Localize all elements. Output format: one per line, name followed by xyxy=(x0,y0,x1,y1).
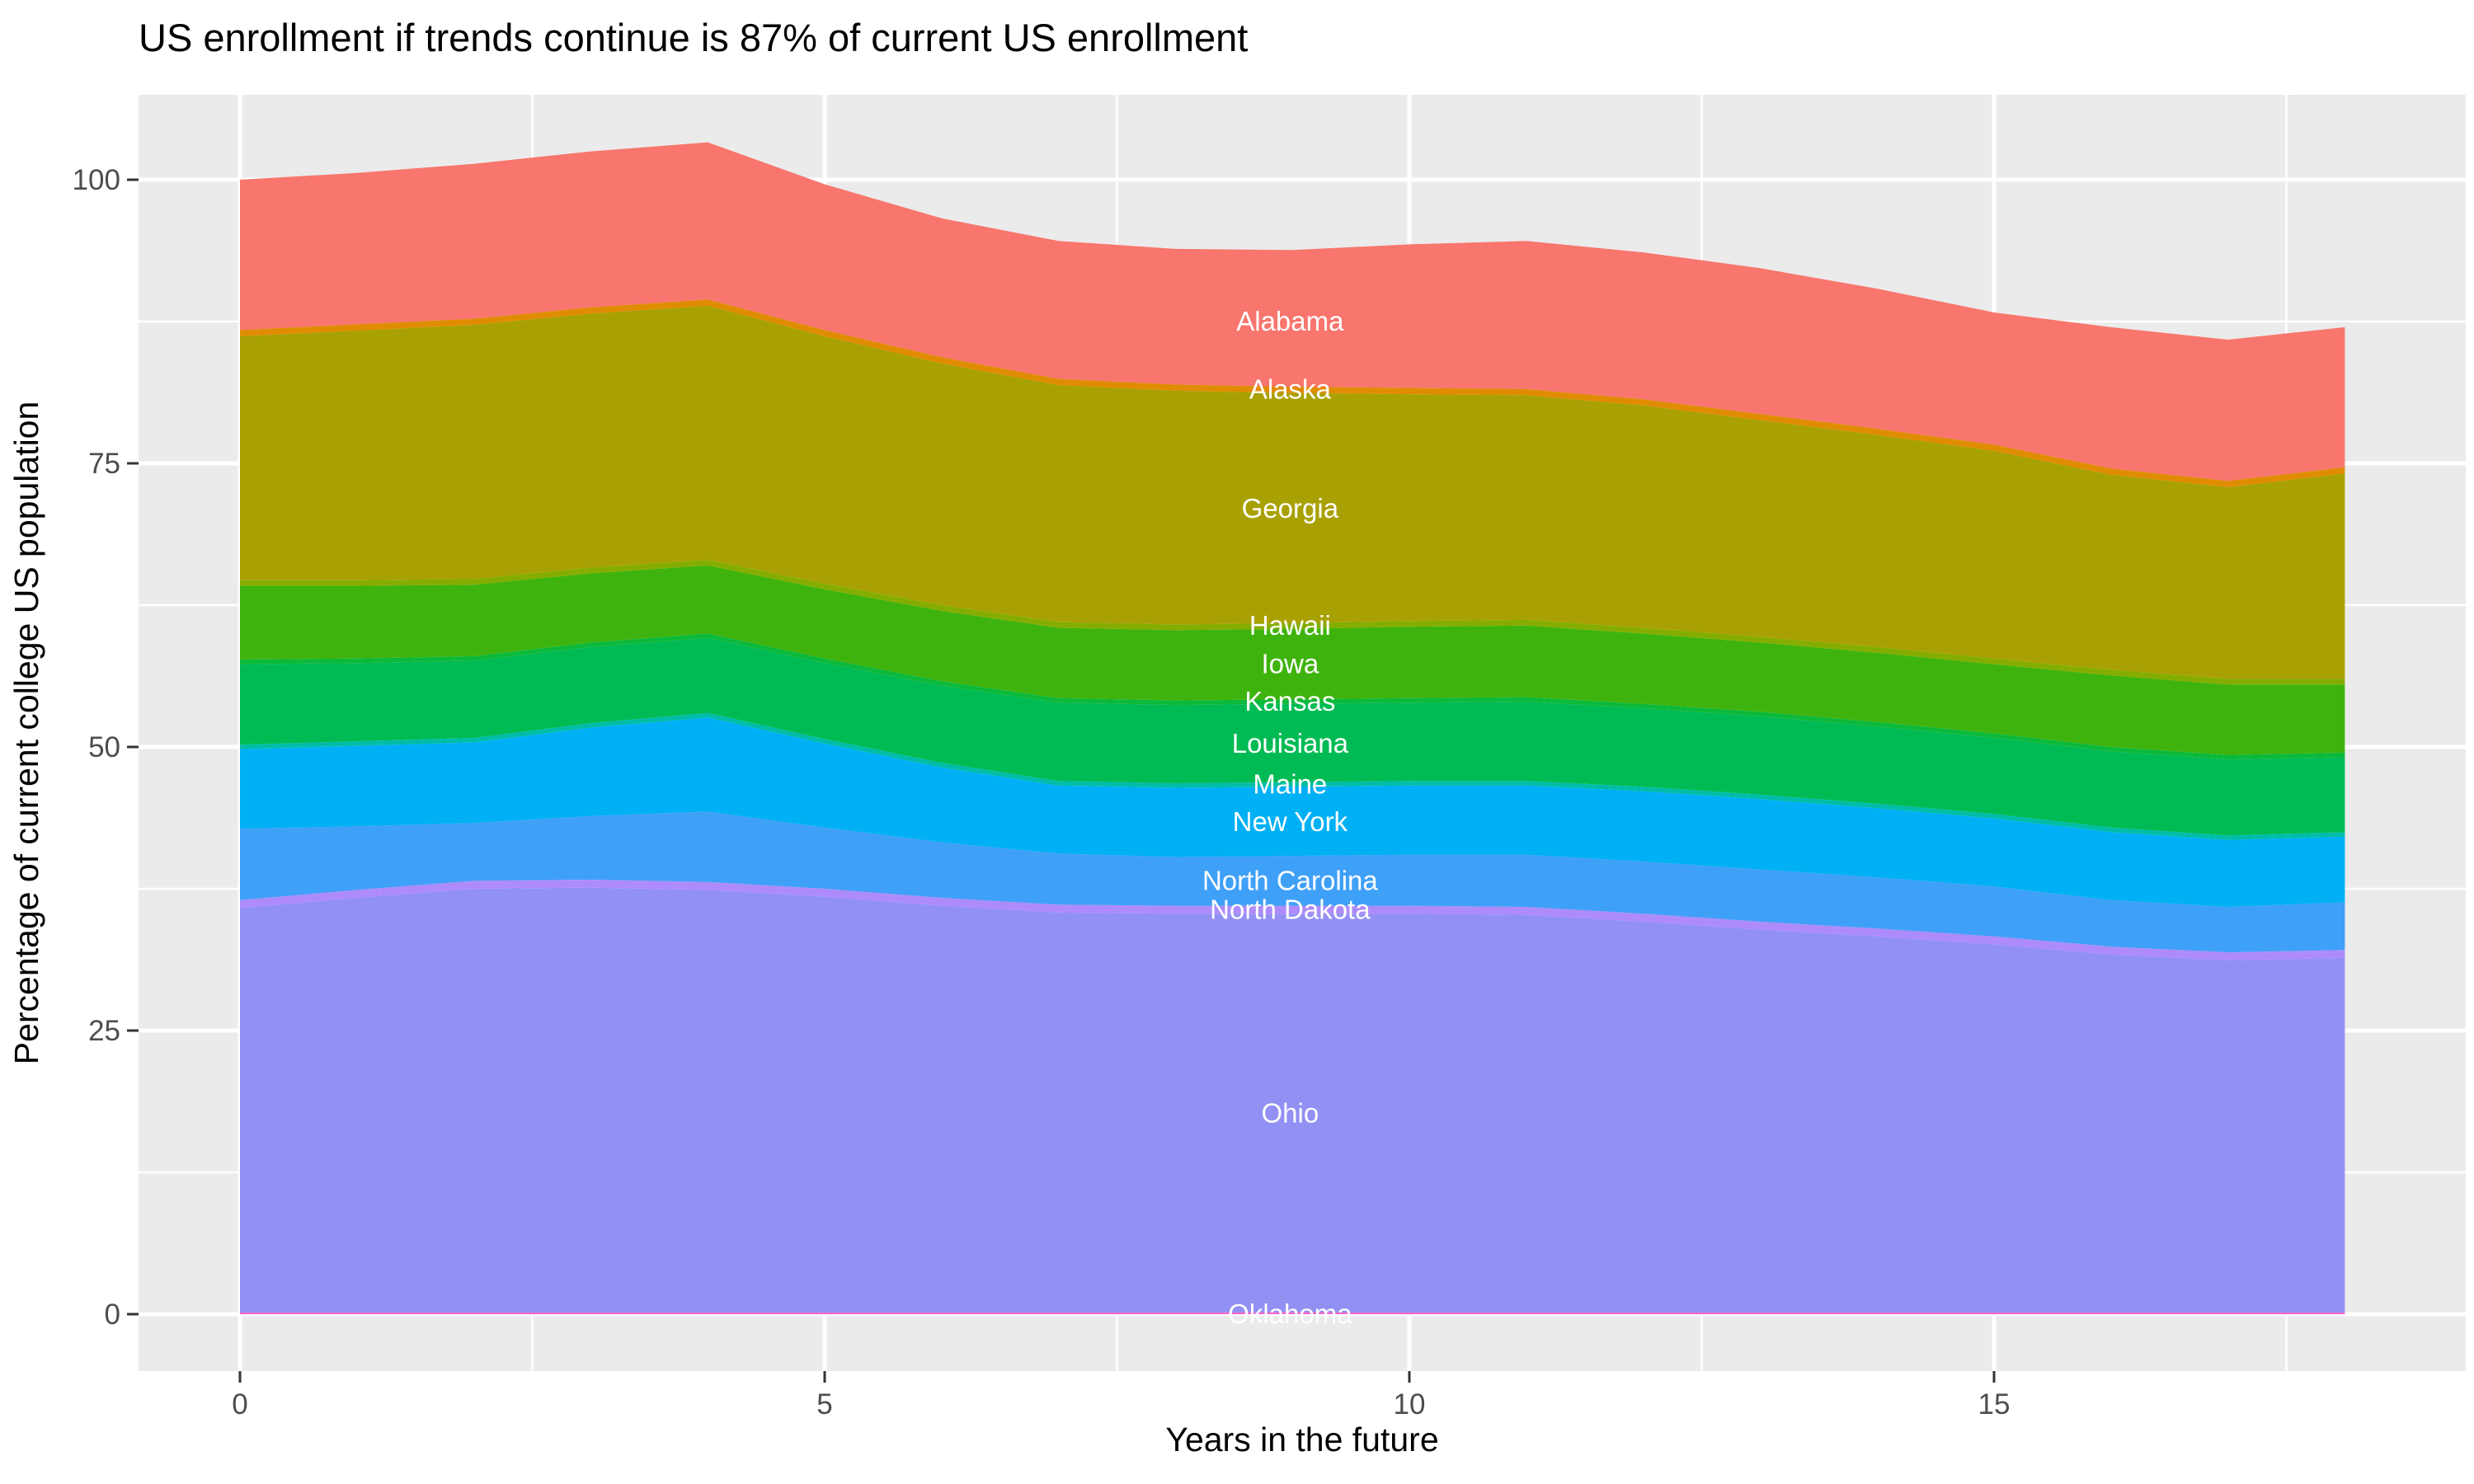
axis-tick-labels: 0 25 50 75 100 0 5 10 15 xyxy=(73,164,2011,1421)
area-band-ohio xyxy=(240,887,2345,1313)
state-label-maine: Maine xyxy=(1253,768,1327,799)
state-label-north-dakota: North Dakota xyxy=(1210,894,1371,924)
x-tick-label-10: 10 xyxy=(1394,1388,1426,1421)
area-band-iowa xyxy=(240,565,2345,755)
x-axis-title: Years in the future xyxy=(1165,1421,1438,1458)
state-label-kansas: Kansas xyxy=(1244,686,1335,716)
y-tick-label-75: 75 xyxy=(88,448,120,480)
axis-ticks xyxy=(127,178,1996,1383)
y-tick-label-50: 50 xyxy=(88,731,120,763)
state-label-hawaii: Hawaii xyxy=(1249,610,1331,641)
area-band-alabama xyxy=(240,142,2345,481)
area-band-north-dakota xyxy=(240,880,2345,960)
area-band-north-carolina xyxy=(240,811,2345,953)
state-label-georgia: Georgia xyxy=(1242,493,1339,524)
x-tick-label-5: 5 xyxy=(816,1388,832,1421)
state-labels: Alabama Alaska Georgia Hawaii Iowa Kansas Loui… xyxy=(1202,306,1378,1329)
stacked-area-bands xyxy=(240,142,2345,1314)
y-axis-title: Percentage of current college US populat… xyxy=(7,402,45,1065)
x-tick-label-0: 0 xyxy=(232,1388,247,1421)
state-label-alabama: Alabama xyxy=(1236,306,1344,336)
state-label-louisiana: Louisiana xyxy=(1232,728,1349,758)
area-band-oklahoma xyxy=(240,1312,2345,1314)
state-label-alaska: Alaska xyxy=(1249,374,1332,405)
state-label-iowa: Iowa xyxy=(1262,649,1319,679)
y-tick-label-25: 25 xyxy=(88,1015,120,1047)
area-band-louisiana xyxy=(240,637,2345,836)
y-tick-label-0: 0 xyxy=(105,1298,120,1331)
area-band-georgia xyxy=(240,305,2345,679)
state-label-new-york: New York xyxy=(1233,806,1348,837)
y-tick-label-100: 100 xyxy=(73,164,120,196)
area-band-hawaii xyxy=(240,560,2345,685)
state-label-ohio: Ohio xyxy=(1262,1097,1319,1128)
plot-title: US enrollment if trends continue is 87% … xyxy=(139,16,1248,59)
x-tick-label-15: 15 xyxy=(1978,1388,2011,1421)
area-band-new-york xyxy=(240,717,2345,907)
state-label-north-carolina: North Carolina xyxy=(1202,865,1378,895)
state-label-oklahoma: Oklahoma xyxy=(1228,1298,1352,1329)
